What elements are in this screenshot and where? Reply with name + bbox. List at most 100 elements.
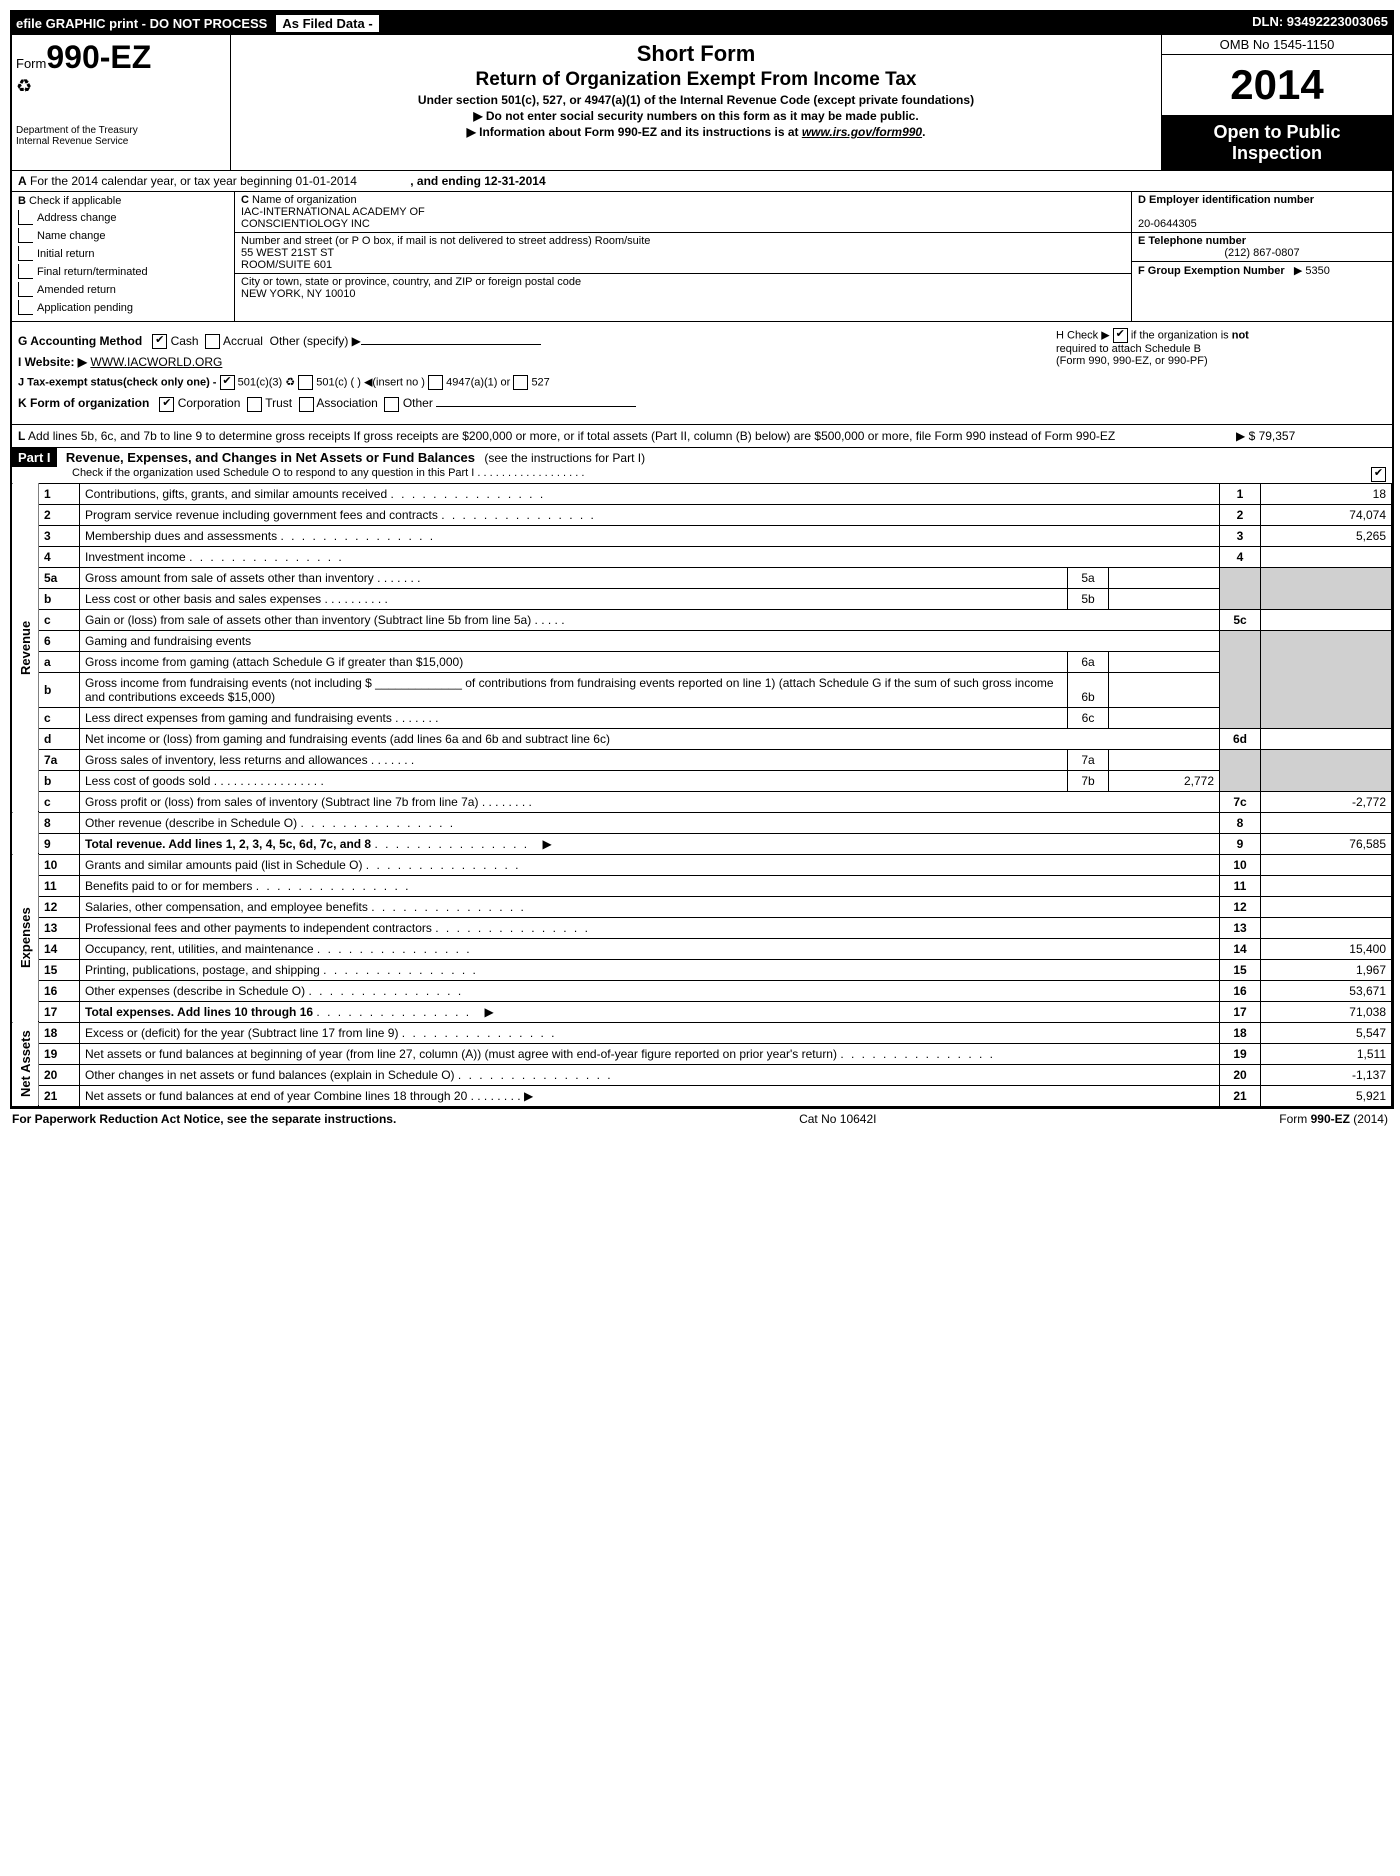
ein-label: D Employer identification number xyxy=(1138,194,1314,206)
chk-initial-return[interactable] xyxy=(18,246,33,261)
l6c-sa xyxy=(1109,707,1220,728)
sec-a-label: A xyxy=(18,174,27,188)
l5b-sn: 5b xyxy=(1068,588,1109,609)
l15-num: 15 xyxy=(39,959,80,980)
l3-num: 3 xyxy=(39,525,80,546)
l19-ln: 19 xyxy=(1220,1043,1261,1064)
lbl-501c: 501(c) ( ) ◀(insert no ) xyxy=(316,377,425,389)
col-c: C Name of organization IAC-INTERNATIONAL… xyxy=(235,192,1131,321)
l21-num: 21 xyxy=(39,1085,80,1106)
org-name-label: Name of organization xyxy=(252,194,357,206)
l6a-desc: Gross income from gaming (attach Schedul… xyxy=(85,655,463,669)
chk-accrual[interactable] xyxy=(205,334,220,349)
l10-num: 10 xyxy=(39,854,80,875)
l5c-desc: Gain or (loss) from sale of assets other… xyxy=(85,613,531,627)
chk-other-org[interactable] xyxy=(384,397,399,412)
header-center: Short Form Return of Organization Exempt… xyxy=(231,35,1161,170)
website-value[interactable]: WWW.IACWORLD.ORG xyxy=(90,355,222,369)
efile-label: efile GRAPHIC print - DO NOT PROCESS xyxy=(16,16,267,31)
chk-527[interactable] xyxy=(513,375,528,390)
addr-label: Number and street (or P O box, if mail i… xyxy=(241,235,650,247)
l4-num: 4 xyxy=(39,546,80,567)
l7c-num: c xyxy=(39,791,80,812)
ghijkl-block: G Accounting Method Cash Accrual Other (… xyxy=(12,322,1392,424)
l8-desc: Other revenue (describe in Schedule O) xyxy=(85,816,297,830)
chk-association[interactable] xyxy=(299,397,314,412)
sec-h-not: not xyxy=(1232,329,1249,341)
l18-amt: 5,547 xyxy=(1261,1022,1392,1043)
sec-a-end: , and ending 12-31-2014 xyxy=(410,174,545,188)
l20-amt: -1,137 xyxy=(1261,1064,1392,1085)
l13-amt xyxy=(1261,917,1392,938)
footer-row: For Paperwork Reduction Act Notice, see … xyxy=(10,1109,1390,1129)
chk-501c3[interactable] xyxy=(220,375,235,390)
l7a-sn: 7a xyxy=(1068,749,1109,770)
open-public: Open to Public xyxy=(1164,122,1390,143)
city-value: NEW YORK, NY 10010 xyxy=(241,288,356,300)
l16-desc: Other expenses (describe in Schedule O) xyxy=(85,984,305,998)
l20-num: 20 xyxy=(39,1064,80,1085)
l19-desc: Net assets or fund balances at beginning… xyxy=(85,1047,837,1061)
l5b-desc: Less cost or other basis and sales expen… xyxy=(85,592,321,606)
l17-desc: Total expenses. Add lines 10 through 16 xyxy=(85,1005,313,1019)
inspection: Inspection xyxy=(1164,143,1390,164)
l12-amt xyxy=(1261,896,1392,917)
irs-link[interactable]: www.irs.gov/form990 xyxy=(802,125,922,139)
tax-year: 2014 xyxy=(1162,55,1392,116)
chk-address-change[interactable] xyxy=(18,210,33,225)
l21-desc: Net assets or fund balances at end of ye… xyxy=(85,1089,467,1103)
chk-trust[interactable] xyxy=(247,397,262,412)
l16-num: 16 xyxy=(39,980,80,1001)
l20-ln: 20 xyxy=(1220,1064,1261,1085)
sec-l-label: L xyxy=(18,429,25,443)
chk-name-change[interactable] xyxy=(18,228,33,243)
ledger-table: Revenue 1 Contributions, gifts, grants, … xyxy=(12,483,1392,1107)
l17-amt: 71,038 xyxy=(1261,1001,1392,1022)
sec-l-value: ▶ $ 79,357 xyxy=(1236,429,1386,443)
l7a-num: 7a xyxy=(39,749,80,770)
l4-ln: 4 xyxy=(1220,546,1261,567)
lbl-application-pending: Application pending xyxy=(37,302,133,314)
l19-amt: 1,511 xyxy=(1261,1043,1392,1064)
l17-ln: 17 xyxy=(1220,1001,1261,1022)
l14-ln: 14 xyxy=(1220,938,1261,959)
org-name-2: CONSCIENTIOLOGY INC xyxy=(241,218,370,230)
l9-desc: Total revenue. Add lines 1, 2, 3, 4, 5c,… xyxy=(85,837,371,851)
l2-desc: Program service revenue including govern… xyxy=(85,508,438,522)
l12-desc: Salaries, other compensation, and employ… xyxy=(85,900,368,914)
header-row: Form990-EZ ♻ Department of the Treasury … xyxy=(12,35,1392,171)
chk-cash[interactable] xyxy=(152,334,167,349)
l9-num: 9 xyxy=(39,833,80,854)
part-1-label: Part I xyxy=(12,448,57,467)
l14-desc: Occupancy, rent, utilities, and maintena… xyxy=(85,942,314,956)
l1-ln: 1 xyxy=(1220,483,1261,504)
chk-schedule-o-used[interactable] xyxy=(1371,467,1386,482)
l7a-desc: Gross sales of inventory, less returns a… xyxy=(85,753,368,767)
lbl-address-change: Address change xyxy=(37,212,117,224)
footer-mid: Cat No 10642I xyxy=(799,1112,876,1126)
city-label: City or town, state or province, country… xyxy=(241,276,581,288)
l16-amt: 53,671 xyxy=(1261,980,1392,1001)
l7b-desc: Less cost of goods sold xyxy=(85,774,210,788)
l21-ln: 21 xyxy=(1220,1085,1261,1106)
chk-amended-return[interactable] xyxy=(18,282,33,297)
l10-desc: Grants and similar amounts paid (list in… xyxy=(85,858,362,872)
sec-h-line2: required to attach Schedule B xyxy=(1056,343,1201,355)
l9-ln: 9 xyxy=(1220,833,1261,854)
lbl-527: 527 xyxy=(531,377,549,389)
l6d-ln: 6d xyxy=(1220,728,1261,749)
chk-501c[interactable] xyxy=(298,375,313,390)
chk-final-return[interactable] xyxy=(18,264,33,279)
l5c-num: c xyxy=(39,609,80,630)
l7c-amt: -2,772 xyxy=(1261,791,1392,812)
chk-not-required-sched-b[interactable] xyxy=(1113,328,1128,343)
chk-application-pending[interactable] xyxy=(18,300,33,315)
l3-ln: 3 xyxy=(1220,525,1261,546)
l12-num: 12 xyxy=(39,896,80,917)
l14-num: 14 xyxy=(39,938,80,959)
l10-ln: 10 xyxy=(1220,854,1261,875)
chk-4947[interactable] xyxy=(428,375,443,390)
chk-corporation[interactable] xyxy=(159,397,174,412)
title-under-section: Under section 501(c), 527, or 4947(a)(1)… xyxy=(241,93,1151,107)
l16-ln: 16 xyxy=(1220,980,1261,1001)
